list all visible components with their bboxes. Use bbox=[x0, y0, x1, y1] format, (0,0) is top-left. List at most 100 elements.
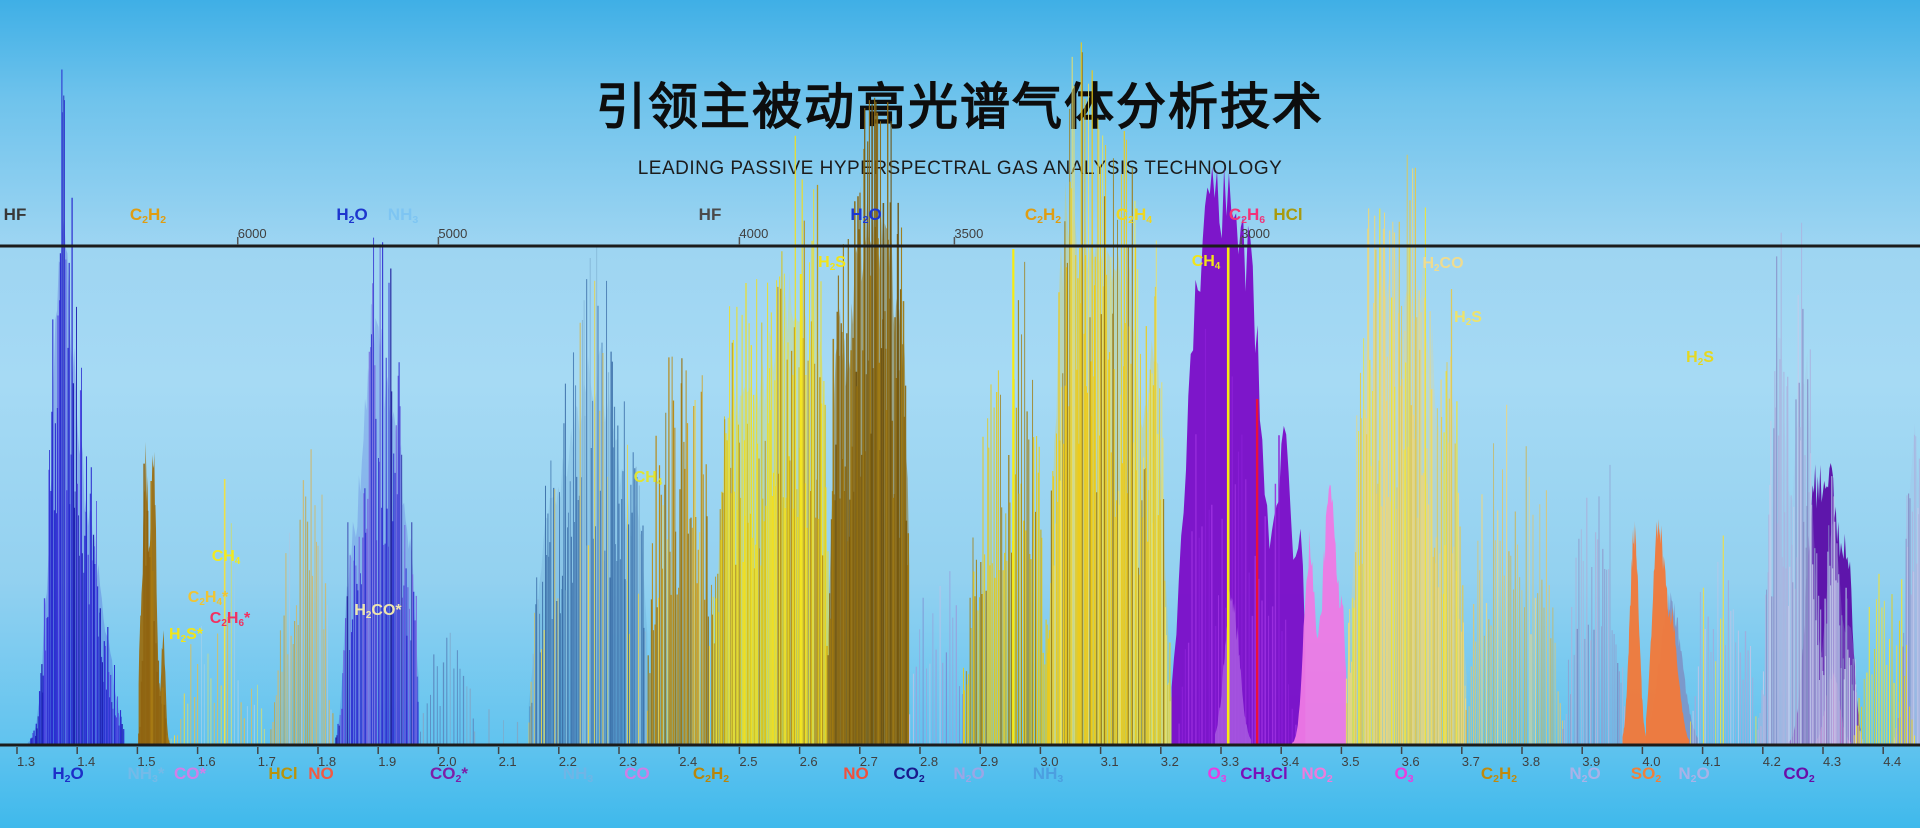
bottom-axis-tick-label: 2.9 bbox=[980, 754, 999, 769]
top-axis-tick-label: 5000 bbox=[438, 226, 468, 241]
page-title: 引领主被动高光谱气体分析技术 bbox=[596, 79, 1324, 135]
bottom-axis-tick-label: 2.4 bbox=[679, 754, 698, 769]
top-axis-tick-label: 3000 bbox=[1241, 226, 1270, 241]
bottom-axis-tick-label: 2.0 bbox=[438, 754, 457, 769]
gas-label-bottom-CO2: CO2 bbox=[1783, 764, 1815, 785]
gas-label-top-H2O: H2O bbox=[336, 205, 368, 226]
band-H2O-1.9 bbox=[335, 237, 419, 744]
gas-label-bottom-NO: NO bbox=[843, 764, 869, 783]
gas-label-bottom-NO: NO bbox=[308, 764, 334, 783]
gas-label-top-C2H6: C2H6 bbox=[1228, 205, 1266, 226]
bottom-axis-tick-label: 2.6 bbox=[799, 754, 818, 769]
gas-label-plot-H2S: H2S bbox=[1454, 309, 1482, 328]
gas-label-top-C2H2: C2H2 bbox=[129, 205, 167, 226]
band-khaki-3.78 bbox=[1465, 404, 1564, 744]
gas-label-bottom-SO2: SO2 bbox=[1630, 764, 1662, 785]
bottom-axis-tick-label: 2.8 bbox=[920, 754, 939, 769]
top-axis-tick-label: 3500 bbox=[954, 226, 984, 241]
gas-label-plot-H2CO: H2CO* bbox=[354, 602, 402, 621]
gas-label-bottom-H2O: H2O bbox=[52, 764, 84, 785]
bottom-axis-tick-label: 1.7 bbox=[257, 754, 276, 769]
band-pale-1.6 bbox=[170, 523, 265, 744]
band-yellow-2.55 bbox=[712, 135, 829, 744]
bottom-axis-tick-label: 3.4 bbox=[1281, 754, 1300, 769]
gas-label-top-H2O: H2O bbox=[850, 205, 882, 226]
bottom-axis-tick-label: 3.1 bbox=[1100, 754, 1119, 769]
bottom-axis-tick-label: 4.4 bbox=[1883, 754, 1902, 769]
band-SO2-lobe1 bbox=[1622, 520, 1648, 744]
gas-label-top-C2H4: C2H4 bbox=[1115, 205, 1153, 226]
gas-label-bottom-C2H2: C2H2 bbox=[1480, 764, 1518, 785]
gas-label-plot-CH4: CH4 bbox=[633, 469, 663, 488]
band-NO2-pink-blob bbox=[1292, 484, 1347, 744]
bottom-axis-tick-label: 2.5 bbox=[739, 754, 758, 769]
bottom-axis-tick-label: 1.5 bbox=[137, 754, 156, 769]
gas-label-bottom-CO2: CO2 bbox=[893, 764, 925, 785]
gas-label-plot-CH4: CH4 bbox=[1191, 253, 1221, 272]
band-N2O-2.82 bbox=[909, 571, 964, 744]
gas-label-bottom-NH3: NH3 bbox=[562, 764, 594, 785]
gas-label-bottom-CO: CO bbox=[624, 764, 650, 783]
gas-label-bottom-CH3Cl: CH3Cl bbox=[1240, 764, 1288, 785]
gas-label-bottom-CO2: CO2* bbox=[430, 764, 468, 785]
band-khaki-3.6 bbox=[1345, 154, 1467, 744]
band-N2O-3.92 bbox=[1562, 464, 1629, 744]
bottom-axis-tick-label: 2.3 bbox=[619, 754, 638, 769]
bottom-axis-tick-label: 3.3 bbox=[1221, 754, 1240, 769]
bottom-axis-tick-label: 4.2 bbox=[1762, 754, 1781, 769]
bottom-axis-tick-label: 3.7 bbox=[1461, 754, 1480, 769]
bottom-axis-tick-label: 4.3 bbox=[1823, 754, 1842, 769]
gas-label-bottom-N2O: N2O bbox=[1678, 764, 1710, 785]
gas-label-top-NH3: NH3 bbox=[387, 205, 419, 226]
bottom-axis-tick-label: 1.6 bbox=[197, 754, 216, 769]
bottom-axis-tick-label: 1.9 bbox=[378, 754, 397, 769]
gas-label-bottom-NH3: NH3 bbox=[1032, 764, 1064, 785]
band-SO2-lobe2 bbox=[1646, 519, 1690, 744]
bottom-axis-tick-label: 2.2 bbox=[558, 754, 577, 769]
gas-label-plot-C2H6: C2H6* bbox=[209, 610, 251, 629]
gas-label-bottom-O3: O3 bbox=[1207, 764, 1227, 785]
band-steel-2.0 bbox=[420, 632, 474, 744]
gas-label-plot-H2CO: H2CO bbox=[1422, 255, 1464, 274]
band-yellow-4.4 bbox=[1853, 573, 1915, 744]
gas-label-top-C2H2: C2H2 bbox=[1024, 205, 1062, 226]
gas-label-bottom-CO: CO* bbox=[173, 764, 207, 783]
bottom-axis-tick-label: 3.2 bbox=[1160, 754, 1179, 769]
band-C2H2-1.52-lines bbox=[138, 463, 170, 744]
gas-label-top-HCl: HCl bbox=[1273, 205, 1303, 224]
gas-label-top-HF: HF bbox=[3, 205, 27, 224]
band-tall-3.1 bbox=[1047, 42, 1173, 744]
gas-label-top-HF: HF bbox=[698, 205, 722, 224]
gas-label-bottom-NO2: NO2 bbox=[1301, 764, 1333, 785]
band-H2O-1.38 bbox=[30, 69, 125, 744]
gas-label-plot-C2H4: C2H4* bbox=[187, 589, 229, 608]
bottom-axis-tick-label: 4.1 bbox=[1702, 754, 1721, 769]
band-N2O-4.12 bbox=[1690, 535, 1757, 744]
band-gap-2.1 bbox=[474, 709, 519, 744]
gas-label-bottom-O3: O3 bbox=[1394, 764, 1414, 785]
bottom-axis-tick-label: 2.1 bbox=[498, 754, 517, 769]
page-subtitle: LEADING PASSIVE HYPERSPECTRAL GAS ANALYS… bbox=[637, 158, 1283, 179]
bottom-axis-tick-label: 3.0 bbox=[1040, 754, 1059, 769]
band-yellowbrown-2.95 bbox=[962, 261, 1048, 744]
bottom-axis-tick-label: 3.8 bbox=[1522, 754, 1541, 769]
bottom-axis-tick-label: 3.9 bbox=[1582, 754, 1601, 769]
bottom-axis-tick-label: 2.7 bbox=[859, 754, 878, 769]
gas-label-bottom-N2O: N2O bbox=[953, 764, 985, 785]
top-axis-tick-label: 6000 bbox=[237, 226, 267, 241]
bottom-axis-tick-label: 1.8 bbox=[318, 754, 337, 769]
gas-label-plot-CH4: CH4 bbox=[211, 548, 241, 567]
bottom-axis-tick-label: 1.3 bbox=[17, 754, 36, 769]
bottom-axis-tick-label: 3.5 bbox=[1341, 754, 1360, 769]
gas-label-bottom-NH3: NH3* bbox=[127, 764, 165, 785]
band-brown-2.7 bbox=[827, 97, 910, 744]
gas-label-plot-H2S: H2S bbox=[818, 254, 846, 273]
bottom-axis-tick-label: 1.4 bbox=[77, 754, 96, 769]
band-HCl-NO-1.77 bbox=[270, 449, 334, 744]
gas-label-bottom-C2H2: C2H2 bbox=[692, 764, 730, 785]
bottom-axis-tick-label: 4.0 bbox=[1642, 754, 1661, 769]
band-C2H2-2.4 bbox=[646, 356, 714, 744]
gas-label-plot-H2S: H2S* bbox=[169, 626, 203, 645]
band-NH3-CO-2.25 bbox=[528, 246, 647, 744]
